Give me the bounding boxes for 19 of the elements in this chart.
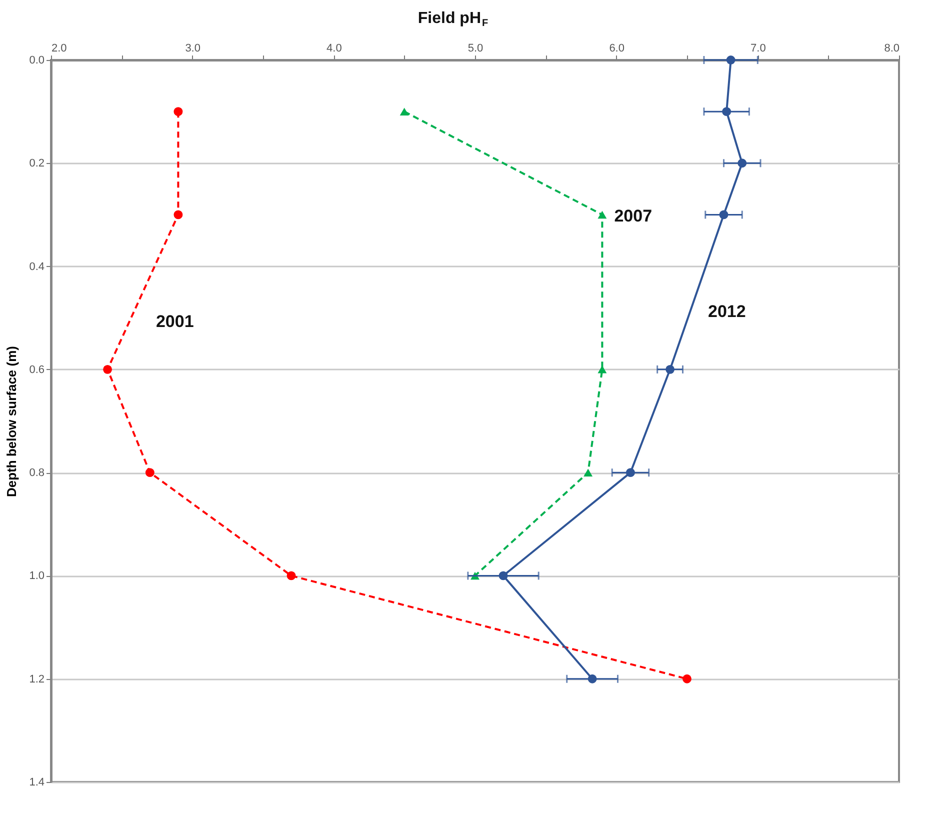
series-label: 2001 — [156, 312, 194, 332]
x-tick-label: 2.0 — [52, 42, 67, 54]
y-axis-title: Depth below surface (m) — [4, 346, 20, 497]
x-tick-label: 5.0 — [468, 42, 484, 54]
y-tick-label: 1.4 — [29, 776, 44, 788]
y-tick-label: 1.0 — [29, 570, 44, 582]
y-tick-label: 0.2 — [29, 158, 44, 170]
x-tick-label: 7.0 — [750, 42, 766, 54]
y-tick-label: 0.0 — [29, 54, 44, 66]
series-label: 2007 — [614, 206, 652, 226]
y-tick-label: 0.4 — [29, 260, 44, 273]
y-tick-label: 0.6 — [29, 364, 44, 376]
x-tick-label: 8.0 — [884, 42, 900, 54]
x-tick-label: 4.0 — [326, 42, 342, 54]
x-tick-label: 6.0 — [609, 42, 624, 54]
y-tick-label: 0.8 — [29, 467, 44, 480]
y-tick-label: 1.2 — [29, 673, 44, 686]
x-tick-label: 3.0 — [185, 42, 200, 54]
series-label: 2012 — [708, 302, 746, 322]
